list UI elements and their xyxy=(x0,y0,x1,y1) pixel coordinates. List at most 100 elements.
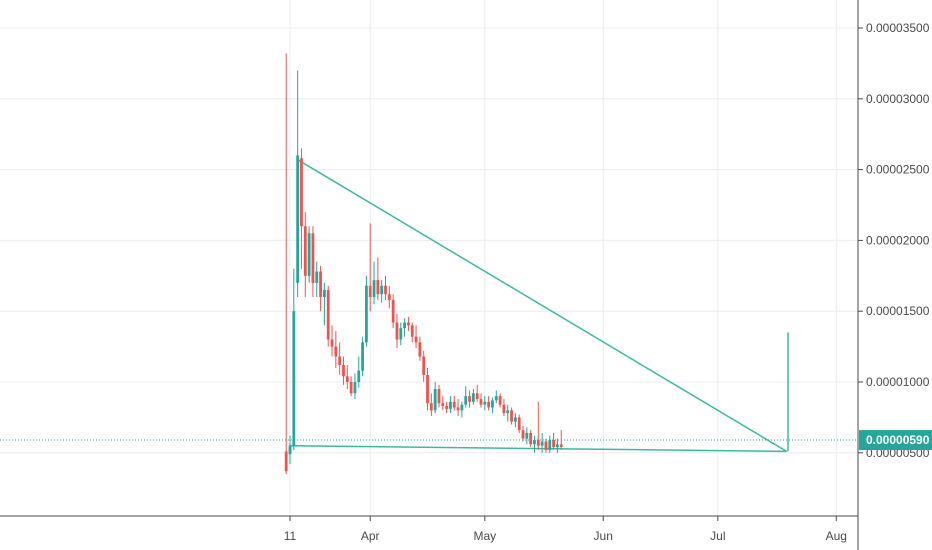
candle-body xyxy=(391,299,395,323)
candle-body xyxy=(368,285,372,298)
candle-body xyxy=(441,403,445,407)
x-tick-label: Apr xyxy=(361,529,380,543)
candle xyxy=(491,397,494,414)
y-tick-label: 0.00002500 xyxy=(866,163,930,177)
candle-body xyxy=(521,430,525,439)
candle-body xyxy=(559,444,563,448)
candle xyxy=(349,376,353,397)
candle xyxy=(315,261,319,298)
candle xyxy=(502,398,506,416)
candle-body xyxy=(494,396,498,401)
candle-body xyxy=(449,401,452,409)
x-axis-ticks: 11 Apr May Jun Jul Aug xyxy=(284,516,847,543)
candle xyxy=(410,322,414,343)
y-axis-ticks: 0.000005000.000010000.000015000.00002000… xyxy=(858,21,930,460)
candle-body xyxy=(544,441,548,450)
candle-body xyxy=(479,398,483,405)
candle xyxy=(464,386,468,408)
candle xyxy=(387,285,391,309)
candle-body xyxy=(475,393,479,399)
candle xyxy=(311,226,315,298)
candle-body xyxy=(334,346,338,357)
candle xyxy=(368,223,372,312)
candle xyxy=(456,398,460,416)
candle-body xyxy=(403,322,406,329)
candle-body xyxy=(296,155,300,283)
candle-body xyxy=(372,280,376,298)
candle-body xyxy=(418,342,422,357)
candle xyxy=(468,390,471,408)
candle-body xyxy=(395,322,399,340)
candle xyxy=(506,404,510,422)
x-tick-label: May xyxy=(473,529,496,543)
candle xyxy=(513,413,517,428)
candle-body xyxy=(552,440,555,448)
candle-body xyxy=(452,401,456,408)
candle xyxy=(345,365,349,390)
trendline xyxy=(297,159,787,453)
candle-body xyxy=(407,322,410,326)
candle-body xyxy=(502,404,506,414)
candle-body xyxy=(471,393,475,402)
candle-body xyxy=(483,401,487,405)
current-price-label: 0.00000590 xyxy=(866,433,930,447)
candle xyxy=(441,396,445,411)
candle xyxy=(540,432,544,453)
candle-body xyxy=(487,401,491,408)
candle xyxy=(556,438,559,453)
candle-body xyxy=(380,285,384,295)
candle xyxy=(380,280,384,303)
candle-body xyxy=(365,285,368,343)
candle xyxy=(376,257,380,300)
candle-body xyxy=(491,400,494,408)
candle xyxy=(399,322,403,346)
y-tick-label: 0.00001000 xyxy=(866,375,930,389)
candle xyxy=(342,356,345,385)
candle-body xyxy=(338,356,342,366)
candle-body xyxy=(288,445,292,455)
candle-body xyxy=(498,396,502,405)
candle xyxy=(361,336,364,377)
candle-body xyxy=(422,356,426,375)
y-tick-label: 0.00001500 xyxy=(866,304,930,318)
chart-axes xyxy=(0,0,859,550)
candle xyxy=(517,414,521,433)
candle-body xyxy=(303,226,307,276)
candle-body xyxy=(414,336,418,343)
candle xyxy=(322,282,326,326)
candle xyxy=(471,389,475,405)
candle-body xyxy=(510,410,513,422)
candle xyxy=(330,325,334,357)
candle-body xyxy=(319,271,322,298)
candle-body xyxy=(460,404,464,411)
candle-body xyxy=(300,158,303,227)
candle xyxy=(452,396,456,411)
candle xyxy=(548,435,552,453)
candle-body xyxy=(384,285,387,295)
candle xyxy=(510,407,513,425)
candle-body xyxy=(536,440,540,446)
candle xyxy=(334,331,338,368)
candle-body xyxy=(315,271,319,283)
candle-body xyxy=(426,374,429,404)
candle xyxy=(552,432,555,450)
candle-body xyxy=(326,289,330,340)
candle xyxy=(483,396,487,411)
candle-body xyxy=(361,342,364,371)
x-tick-label: Aug xyxy=(826,529,847,543)
current-price-badge xyxy=(859,430,932,451)
candle-body xyxy=(548,440,552,450)
candlestick-series xyxy=(284,53,563,475)
candle xyxy=(498,393,502,408)
y-tick-label: 0.00003000 xyxy=(866,92,930,106)
candle xyxy=(414,325,418,349)
candle xyxy=(407,316,410,332)
y-tick-label: 0.00002000 xyxy=(866,233,930,247)
candle-body xyxy=(330,339,334,347)
candle-body xyxy=(292,311,296,446)
candle-body xyxy=(429,403,433,411)
candle xyxy=(395,314,399,349)
candle xyxy=(353,373,357,399)
candle xyxy=(533,435,536,453)
